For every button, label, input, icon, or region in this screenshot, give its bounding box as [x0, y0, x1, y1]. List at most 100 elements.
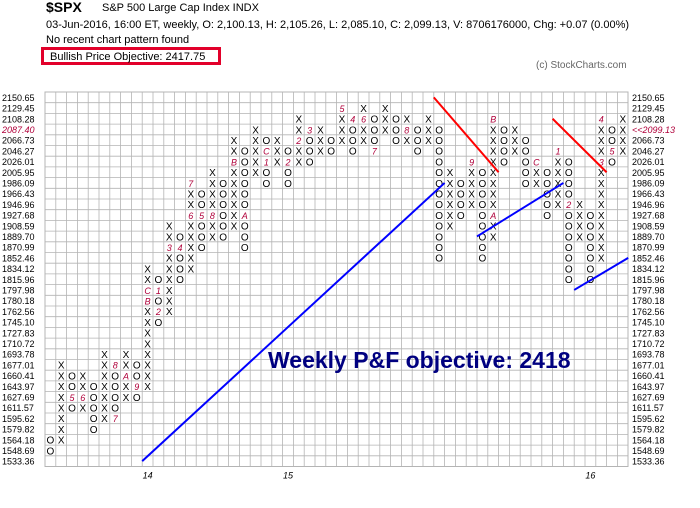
o-mark: O — [263, 179, 271, 190]
x-mark: X — [231, 136, 238, 147]
x-mark: X — [511, 125, 518, 136]
o-mark: O — [327, 136, 335, 147]
o-mark: O — [543, 168, 551, 179]
x-mark: X — [252, 136, 259, 147]
x-mark: X — [252, 157, 259, 168]
quote-line: 03-Jun-2016, 16:00 ET, weekly, O: 2,100.… — [46, 19, 630, 31]
right-price-tick: 1815.96 — [632, 275, 665, 285]
x-mark: X — [598, 147, 605, 158]
o-mark: O — [457, 189, 465, 200]
month-mark: C — [533, 157, 540, 167]
x-mark: X — [187, 243, 194, 254]
o-mark: O — [241, 147, 249, 158]
left-price-tick: 1643.97 — [2, 382, 35, 392]
o-mark: O — [565, 232, 573, 243]
right-price-tick: 1908.59 — [632, 221, 665, 231]
bearish-resistance-line — [551, 118, 608, 173]
left-price-tick: 1852.46 — [2, 253, 35, 263]
o-mark: O — [479, 232, 487, 243]
o-mark: O — [479, 222, 487, 233]
x-mark: X — [166, 307, 173, 318]
month-mark: 4 — [350, 115, 355, 125]
bullish-support-line — [141, 182, 446, 462]
month-mark: 5 — [199, 211, 205, 221]
month-mark: A — [489, 211, 496, 221]
right-price-tick: 2108.28 — [632, 114, 665, 124]
x-mark: X — [209, 168, 216, 179]
right-price-tick: 1677.01 — [632, 360, 665, 370]
x-mark: X — [166, 275, 173, 286]
x-mark: X — [231, 189, 238, 200]
o-mark: O — [284, 147, 292, 158]
x-mark: X — [295, 157, 302, 168]
left-price-tick: 1745.10 — [2, 318, 35, 328]
o-mark: O — [392, 136, 400, 147]
o-mark: O — [47, 436, 55, 447]
x-mark: X — [576, 200, 583, 211]
year-label: 16 — [585, 471, 595, 481]
o-mark: O — [479, 254, 487, 265]
o-mark: O — [479, 189, 487, 200]
x-mark: X — [166, 222, 173, 233]
o-mark: O — [219, 211, 227, 222]
left-price-tick: 1710.72 — [2, 339, 35, 349]
o-mark: O — [565, 222, 573, 233]
x-mark: X — [123, 361, 130, 372]
left-price-tick: 1677.01 — [2, 360, 35, 370]
o-mark: O — [565, 179, 573, 190]
right-price-tick: 2046.27 — [632, 146, 665, 156]
month-mark: 3 — [307, 125, 312, 135]
o-mark: O — [68, 403, 76, 414]
x-mark: X — [598, 168, 605, 179]
x-mark: X — [533, 168, 540, 179]
month-mark: 1 — [156, 286, 161, 296]
x-mark: X — [511, 136, 518, 147]
left-price-tick: 1548.69 — [2, 446, 35, 456]
x-mark: X — [209, 200, 216, 211]
x-mark: X — [252, 168, 259, 179]
x-mark: X — [187, 232, 194, 243]
x-mark: X — [598, 136, 605, 147]
o-mark: O — [241, 168, 249, 179]
x-mark: X — [209, 232, 216, 243]
o-mark: O — [608, 136, 616, 147]
o-mark: O — [587, 243, 595, 254]
o-mark: O — [284, 168, 292, 179]
x-mark: X — [101, 393, 108, 404]
last-price-marker: <<2099.13 — [632, 125, 675, 135]
month-mark: 6 — [80, 393, 85, 403]
o-mark: O — [587, 254, 595, 265]
x-mark: X — [166, 286, 173, 297]
o-mark: O — [176, 232, 184, 243]
o-mark: O — [306, 157, 314, 168]
o-mark: O — [68, 371, 76, 382]
month-mark: 2 — [295, 136, 301, 146]
month-mark: A — [122, 371, 129, 381]
ticker-symbol: $SPX — [46, 0, 82, 15]
x-mark: X — [339, 125, 346, 136]
o-mark: O — [349, 136, 357, 147]
bullish-support-line — [476, 182, 564, 238]
x-mark: X — [382, 125, 389, 136]
o-mark: O — [457, 200, 465, 211]
x-mark: X — [490, 232, 497, 243]
x-mark: X — [166, 254, 173, 265]
o-mark: O — [565, 211, 573, 222]
left-price-tick: 1579.82 — [2, 425, 35, 435]
x-mark: X — [209, 179, 216, 190]
o-mark: O — [198, 200, 206, 211]
year-label: 14 — [143, 471, 153, 481]
o-mark: O — [435, 254, 443, 265]
right-price-tick: 1611.57 — [632, 403, 664, 413]
x-mark: X — [403, 136, 410, 147]
month-mark: 4 — [177, 243, 182, 253]
x-mark: X — [166, 264, 173, 275]
year-label: 15 — [283, 471, 294, 481]
x-mark: X — [317, 147, 324, 158]
x-mark: X — [58, 393, 65, 404]
x-mark: X — [79, 371, 86, 382]
o-mark: O — [543, 211, 551, 222]
o-mark: O — [543, 179, 551, 190]
